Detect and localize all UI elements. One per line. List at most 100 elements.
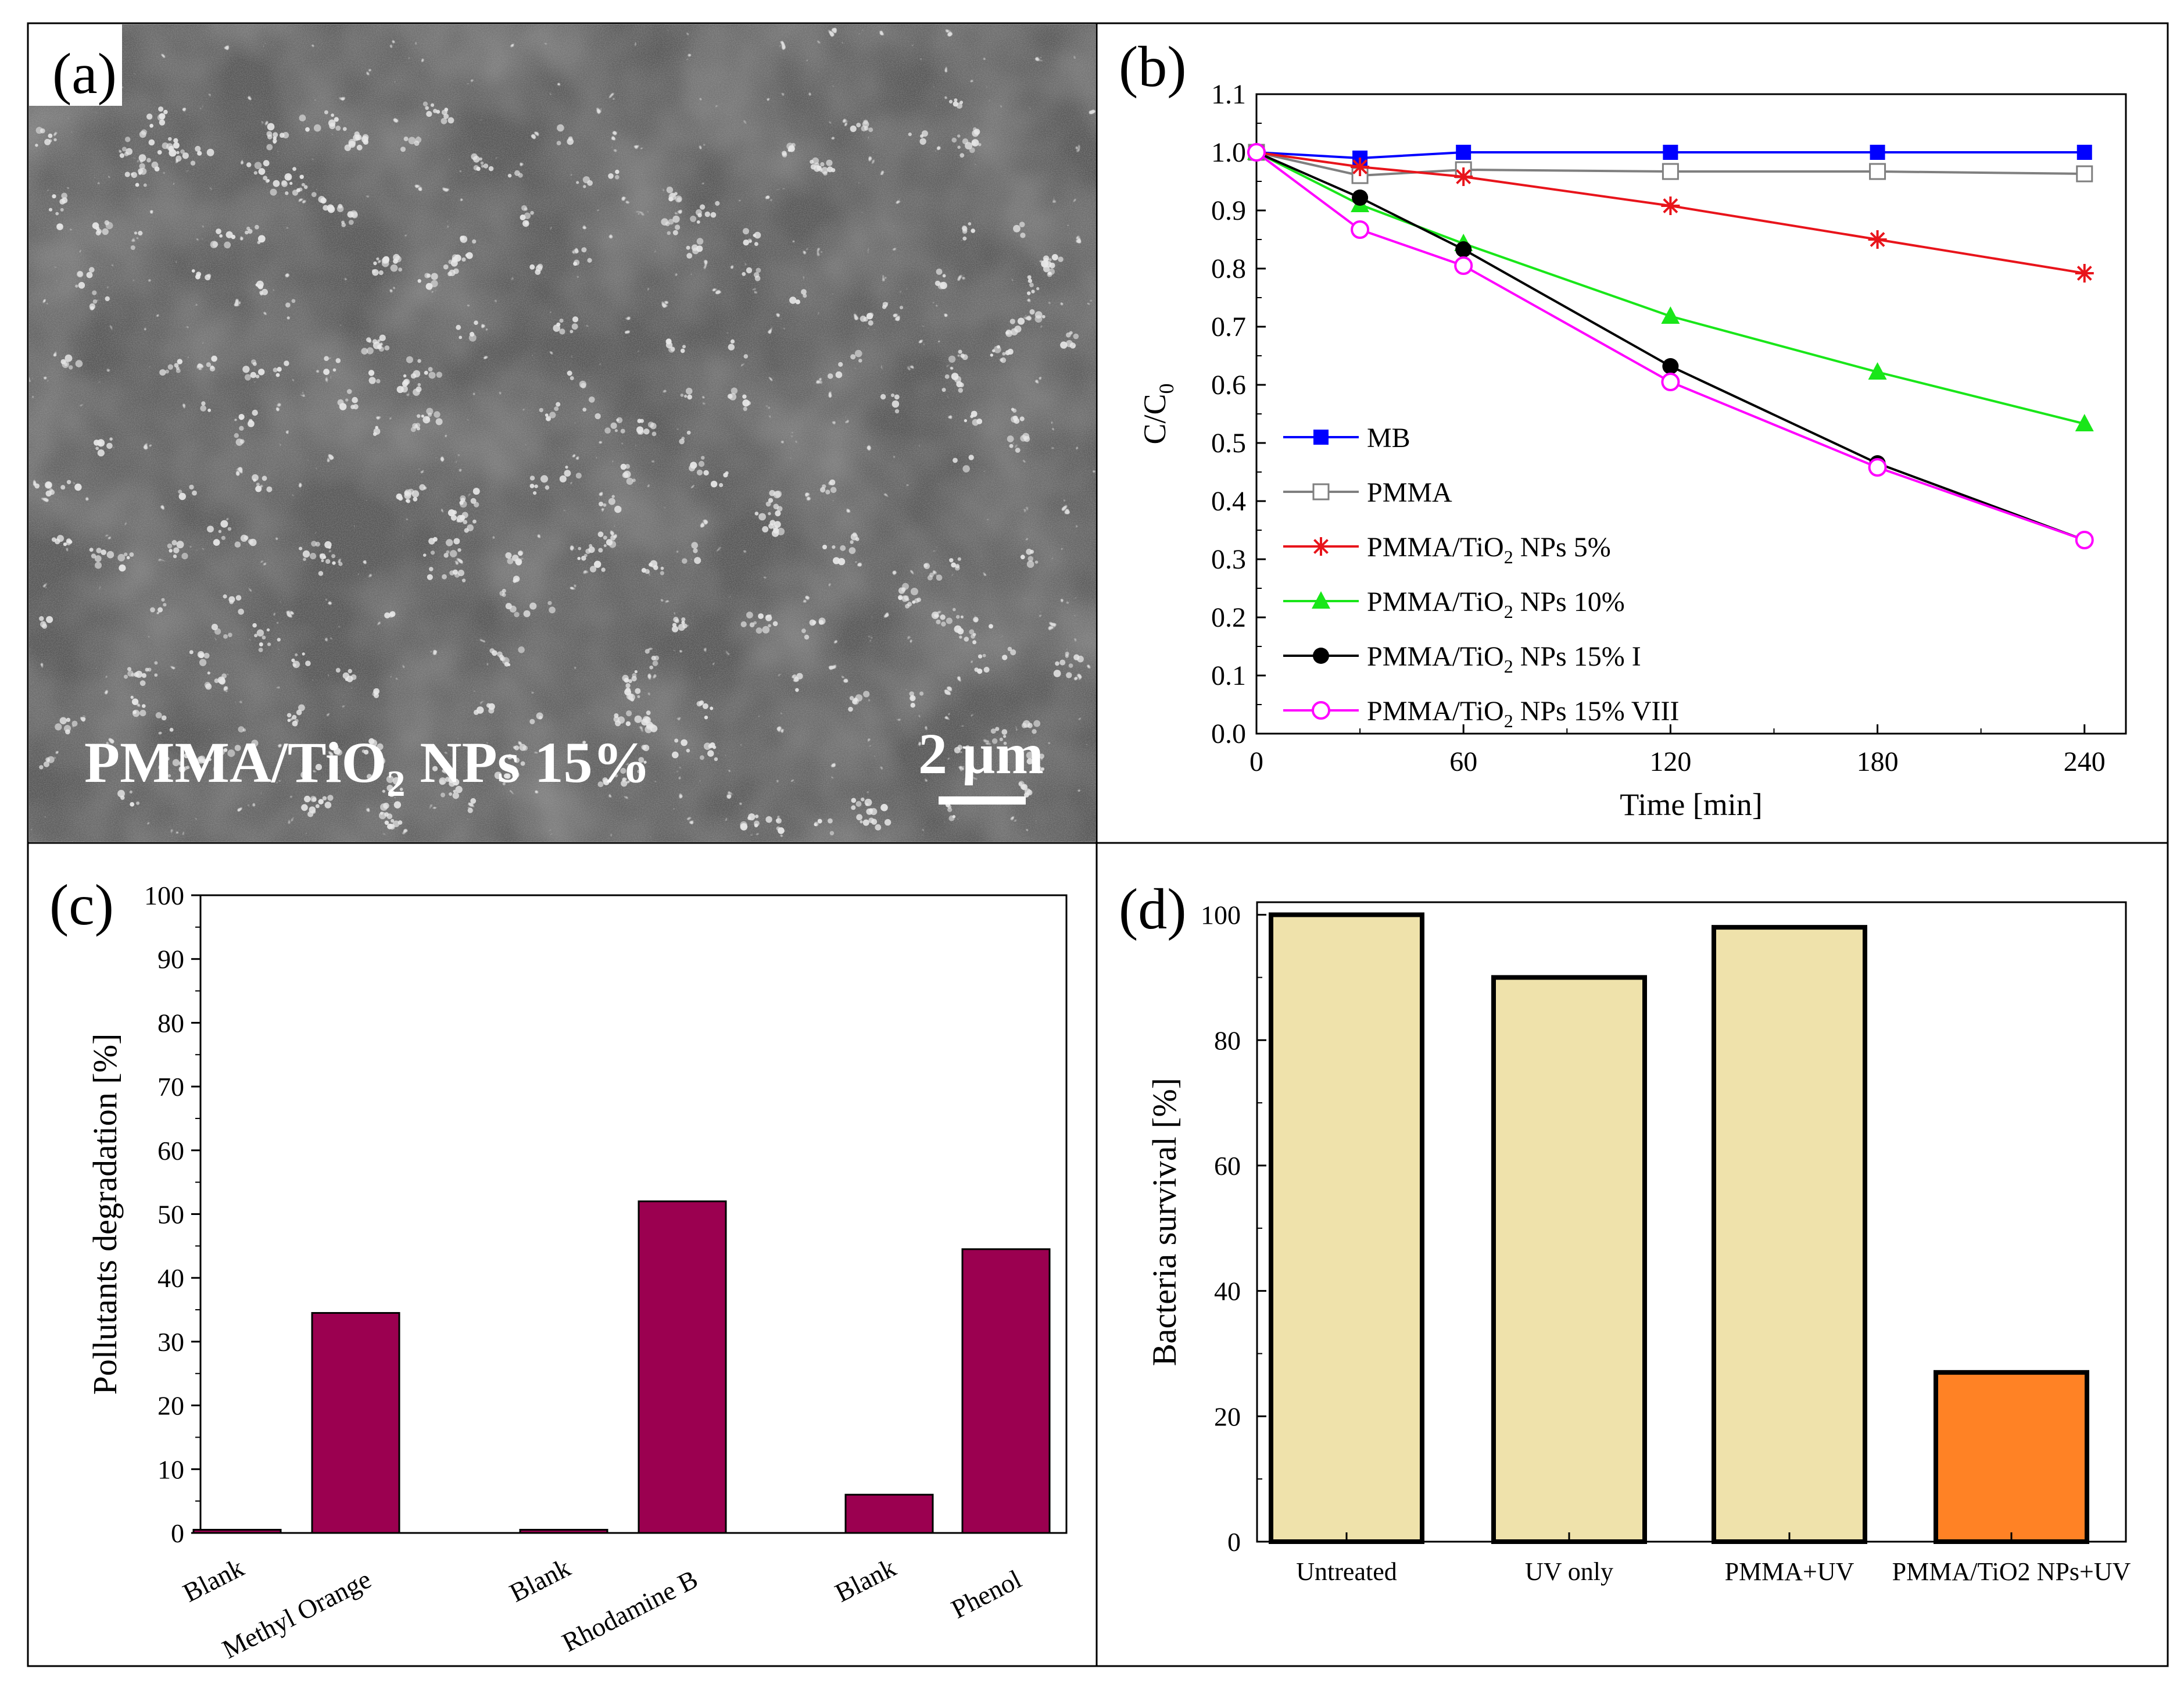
sem-particle (176, 368, 181, 373)
y-tick-label: 0.1 (1211, 660, 1246, 691)
sem-particle (582, 408, 587, 412)
sem-particle (35, 144, 38, 147)
sem-particle (132, 709, 140, 717)
sem-particle (960, 615, 964, 619)
sem-particle (189, 650, 194, 655)
sem-particle (910, 588, 918, 595)
series-line (1255, 151, 2085, 541)
series-line (1256, 151, 2085, 177)
sem-particle (234, 541, 241, 548)
sem-particle (568, 136, 573, 141)
sem-particle (682, 345, 686, 349)
sem-particle (1011, 408, 1015, 411)
sem-particle (982, 653, 986, 657)
sem-particle (323, 205, 329, 211)
data-point (2075, 264, 2094, 283)
sem-particle (289, 181, 293, 185)
sem-particle (962, 138, 969, 145)
sem-particle (1077, 655, 1084, 663)
sem-particle (665, 338, 672, 345)
sem-particle (455, 785, 463, 794)
sem-particle (812, 157, 819, 165)
sem-particle (457, 548, 461, 552)
sem-particle (305, 127, 310, 132)
sem-particle (246, 226, 250, 231)
sem-particle (303, 185, 308, 190)
sem-particle (518, 551, 523, 556)
sem-particle (674, 738, 679, 743)
sem-particle (206, 148, 214, 156)
sem-particle (488, 707, 495, 714)
sem-particle (223, 594, 227, 599)
sem-particle (351, 212, 358, 219)
sem-particle (894, 394, 900, 400)
sem-particle (1053, 670, 1061, 677)
sem-particle (535, 265, 543, 272)
sem-particle (962, 236, 967, 241)
sem-particle (279, 133, 285, 138)
sem-particle (258, 648, 263, 652)
sem-particle (410, 427, 416, 433)
sem-particle (965, 745, 971, 750)
sem-particle (275, 373, 280, 377)
sem-particle (428, 367, 433, 372)
sem-particle (1066, 332, 1071, 338)
sem-particle (318, 571, 324, 576)
sem-particle (951, 562, 957, 568)
sem-particle (1060, 341, 1068, 349)
data-point (1455, 241, 1472, 258)
sem-particle (442, 574, 447, 580)
sem-particle (585, 548, 591, 554)
sem-particle (624, 677, 629, 683)
sem-particle (273, 180, 280, 187)
y-axis-title: C/C0 (1137, 383, 1178, 444)
sem-particle (597, 781, 604, 788)
sem-particle (442, 769, 446, 773)
data-point (1662, 358, 1679, 374)
sem-particle (89, 548, 94, 552)
sem-particle (119, 564, 126, 572)
sem-particle (1049, 262, 1055, 269)
sem-particle (411, 490, 420, 498)
series-line (1256, 151, 2085, 425)
sem-particle (615, 720, 621, 727)
sem-particle (1001, 729, 1008, 735)
sem-particle (206, 362, 212, 367)
sem-particle (257, 241, 261, 244)
scale-bar (939, 796, 1026, 805)
sem-particle (615, 175, 620, 180)
sem-particle (96, 548, 102, 553)
sem-particle (195, 145, 201, 152)
sem-particle (446, 550, 450, 554)
sem-particle (163, 603, 167, 607)
sem-particle (676, 197, 682, 202)
sem-particle (235, 438, 244, 446)
sem-particle (184, 753, 189, 759)
sem-particle (941, 621, 946, 627)
sem-particle (167, 774, 171, 778)
x-category-label: Blank (830, 1552, 900, 1607)
sem-particle (789, 296, 797, 304)
sem-particle (559, 319, 564, 323)
sem-particle (476, 166, 481, 171)
sem-particle (730, 339, 735, 344)
sem-particle (203, 652, 210, 659)
y-tick-label: 0.8 (1211, 253, 1246, 284)
sem-particle (854, 349, 862, 358)
sem-particle (311, 541, 317, 547)
sem-particle (303, 773, 309, 778)
sem-particle (832, 545, 836, 549)
sem-particle (775, 819, 780, 823)
sem-particle (207, 671, 210, 675)
sem-particle (768, 512, 771, 516)
sem-particle (675, 224, 681, 230)
sem-particle (178, 489, 182, 494)
sem-particle (285, 191, 289, 195)
sem-particle (64, 363, 68, 366)
sem-particle (991, 738, 998, 744)
data-point (1868, 362, 1887, 380)
sem-particle (229, 599, 234, 605)
sem-particle (86, 271, 93, 278)
sem-particle (214, 628, 221, 635)
